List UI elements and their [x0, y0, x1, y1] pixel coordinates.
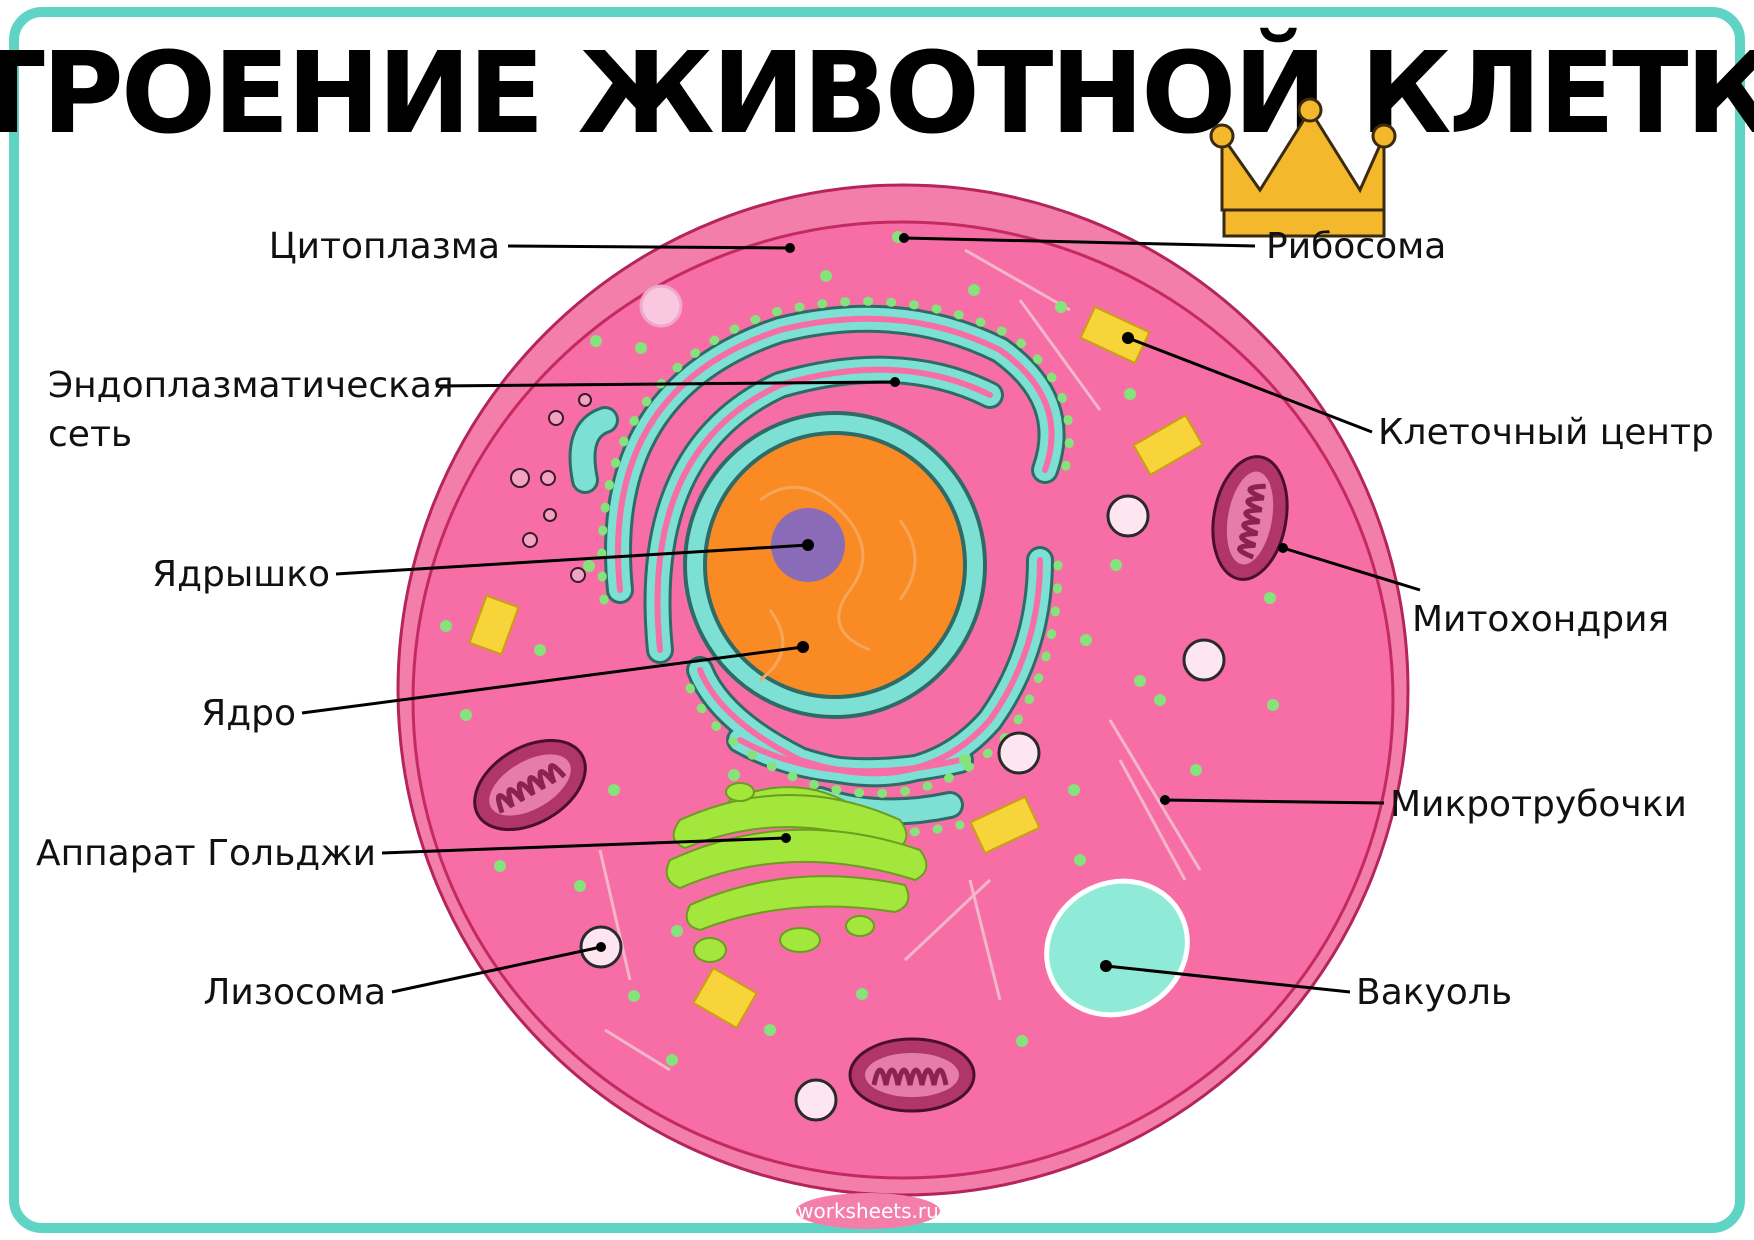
label-nucleolus: Ядрышко [152, 554, 330, 595]
label-lysosome: Лизосома [203, 972, 386, 1013]
centrosomes [468, 305, 1204, 1030]
page-title: СТРОЕНИЕ ЖИВОТНОЙ КЛЕТКИ [0, 27, 1754, 159]
label-ribosome: Рибосома [1266, 226, 1446, 267]
lysosomes [579, 494, 1226, 1122]
vacuole [1044, 878, 1190, 1018]
label-er-line1: Эндоплазматическая [48, 365, 454, 406]
mitochondrion [1211, 455, 1289, 581]
golgi-apparatus [665, 782, 928, 963]
mitochondria [473, 455, 1289, 1113]
label-er-line2: сеть [48, 414, 132, 455]
microtubule-lines [598, 248, 1202, 1072]
watermark-text: worksheets.ru [797, 1199, 939, 1223]
leader-lines [301, 233, 1421, 994]
free-ribosomes [440, 231, 1279, 1066]
label-vacuole: Вакуоль [1356, 972, 1512, 1013]
cell [396, 183, 1410, 1197]
label-mitochondrion: Митохондрия [1412, 599, 1669, 640]
label-cytoplasm: Цитоплазма [269, 226, 500, 267]
mitochondrion [473, 738, 587, 832]
watermark-badge: worksheets.ru [796, 1193, 940, 1229]
label-microtubules: Микротрубочки [1390, 784, 1687, 825]
label-golgi: Аппарат Гольджи [36, 833, 376, 874]
mitochondrion [848, 1037, 976, 1113]
label-nucleus: Ядро [201, 693, 296, 734]
label-centrosome: Клеточный центр [1378, 412, 1714, 453]
vesicle [639, 284, 683, 328]
crown-icon [1209, 97, 1397, 238]
nucleus [683, 411, 987, 719]
